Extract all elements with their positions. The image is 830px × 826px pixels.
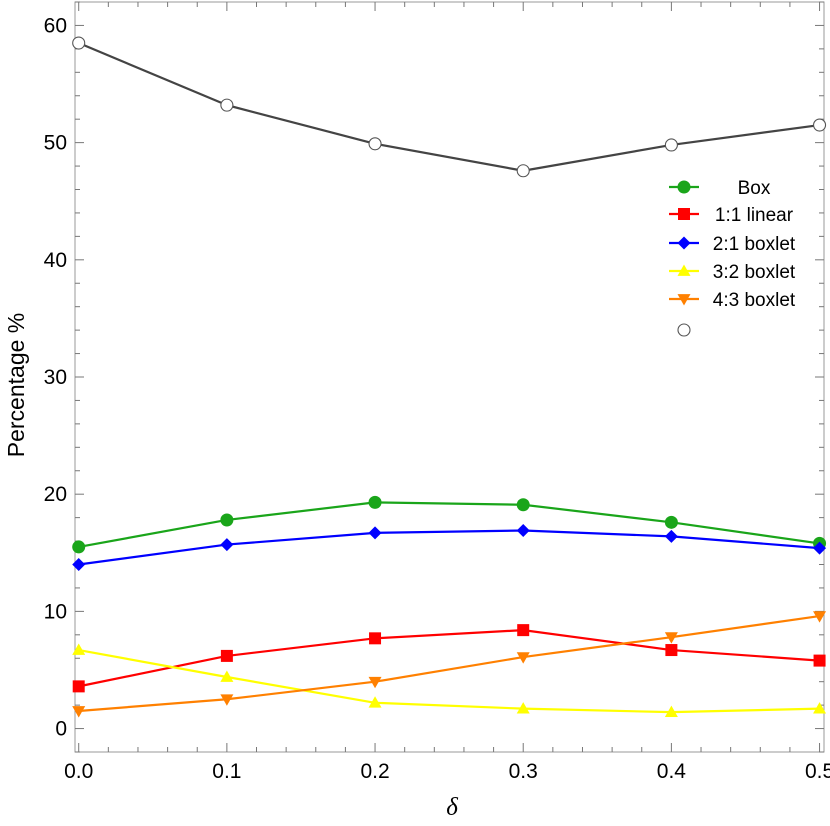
legend-entry — [677, 323, 691, 337]
data-point — [72, 540, 86, 554]
data-point — [677, 180, 691, 194]
data-point — [72, 643, 86, 655]
legend-entry: 3:2 boxlet — [669, 262, 796, 283]
series-line — [78, 629, 820, 688]
data-point — [813, 541, 827, 555]
x-tick-label: 0.1 — [212, 760, 241, 783]
x-tick-label: 0.5 — [805, 760, 830, 783]
y-tick-label: 50 — [44, 132, 67, 155]
data-point — [516, 702, 530, 714]
series-line — [78, 614, 820, 713]
data-point — [664, 515, 678, 529]
y-tick-label: 60 — [44, 14, 67, 37]
x-tick-label: 0.3 — [509, 760, 538, 783]
data-point — [664, 529, 678, 543]
data-point — [665, 644, 678, 657]
data-point — [368, 526, 382, 540]
data-point — [368, 495, 382, 509]
y-tick-label: 0 — [55, 718, 67, 741]
data-point — [516, 524, 530, 538]
data-point — [664, 705, 678, 718]
data-point — [72, 558, 86, 571]
series-2-1-boxlet — [72, 524, 827, 571]
series-unnamed — [72, 36, 827, 178]
x-tick-label: 0.0 — [64, 760, 93, 783]
series-line — [78, 501, 820, 549]
data-point — [369, 632, 382, 645]
legend-entry: 4:3 boxlet — [669, 290, 796, 311]
data-point — [220, 694, 234, 706]
series-1-1-linear — [72, 624, 826, 693]
plot-border — [74, 1, 825, 753]
data-point — [516, 498, 530, 512]
data-point — [677, 264, 691, 276]
data-point — [813, 702, 827, 714]
legend-label: 2:1 boxlet — [713, 234, 796, 255]
data-series — [72, 36, 827, 718]
x-tick-label: 0.4 — [657, 760, 687, 783]
data-point — [368, 137, 382, 151]
data-point — [664, 138, 678, 152]
legend: Box 1:1 linear 2:1 boxlet 3:2 boxlet 4:3 box… — [669, 178, 796, 337]
data-point — [813, 611, 827, 623]
y-axis-title: Percentage % — [3, 313, 29, 457]
data-point — [517, 624, 530, 637]
axis-ticks — [75, 1, 824, 753]
y-tick-label: 40 — [44, 249, 67, 272]
legend-label: 3:2 boxlet — [713, 262, 796, 283]
data-point — [516, 652, 530, 664]
data-point — [368, 696, 382, 708]
data-point — [664, 632, 678, 644]
data-point — [220, 649, 233, 662]
data-point — [220, 98, 234, 112]
data-point — [220, 538, 234, 552]
legend-entry: 1:1 linear — [669, 205, 794, 226]
data-point — [677, 323, 691, 337]
data-point — [516, 164, 530, 178]
data-point — [220, 513, 234, 527]
data-point — [220, 670, 234, 682]
x-axis-title: δ — [446, 794, 458, 821]
data-point — [677, 236, 691, 250]
legend-entry: Box — [669, 178, 771, 199]
data-point — [72, 680, 85, 693]
data-point — [72, 36, 86, 50]
tick-labels: 0.0 0.1 0.2 0.3 0.4 0.5 0 10 20 30 40 50 60 — [44, 14, 830, 783]
plot-frame — [74, 1, 825, 753]
x-tick-label: 0.2 — [360, 760, 389, 783]
series-3-2-boxlet — [72, 643, 827, 718]
y-tick-label: 10 — [44, 600, 67, 623]
y-tick-label: 30 — [44, 366, 67, 389]
data-point — [677, 294, 691, 306]
series-line — [78, 648, 820, 714]
series-line — [78, 529, 820, 566]
y-tick-label: 20 — [44, 483, 67, 506]
data-point — [813, 654, 826, 667]
data-point — [678, 208, 690, 220]
data-point — [813, 118, 827, 132]
legend-label: 4:3 boxlet — [713, 290, 796, 311]
series-line — [78, 42, 820, 172]
data-point — [368, 676, 382, 689]
data-point — [72, 706, 86, 718]
legend-label: 1:1 linear — [715, 205, 794, 226]
series-box — [72, 495, 827, 554]
legend-label: Box — [738, 178, 771, 199]
legend-entry: 2:1 boxlet — [669, 234, 796, 255]
series-4-3-boxlet — [72, 611, 827, 718]
